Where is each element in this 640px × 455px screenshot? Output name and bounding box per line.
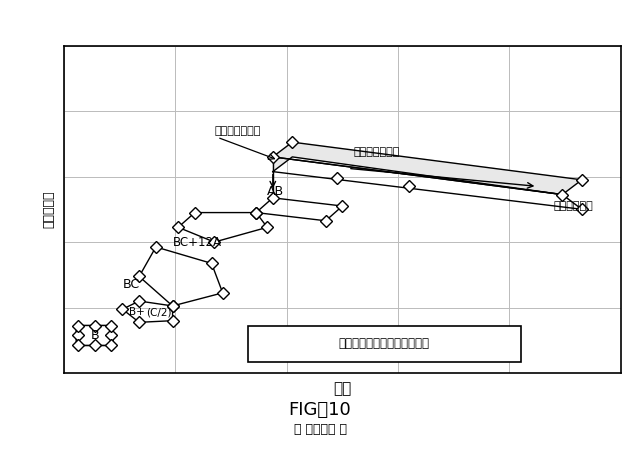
Text: 典型的なＤＬＥステージング: 典型的なＤＬＥステージング: [339, 337, 429, 350]
Text: BC+12A: BC+12A: [173, 236, 221, 248]
Text: 完全なブリード: 完全なブリード: [214, 126, 260, 136]
X-axis label: 出力: 出力: [333, 381, 351, 396]
Y-axis label: 燃焼器温度: 燃焼器温度: [43, 191, 56, 228]
Text: ブリードなし: ブリードなし: [554, 201, 594, 211]
Text: FIG．10: FIG．10: [289, 400, 351, 419]
Bar: [248, 326, 520, 362]
Text: B+: B+: [129, 308, 144, 318]
Text: (C/2): (C/2): [146, 308, 172, 318]
Text: ブリードの増加: ブリードの増加: [353, 147, 400, 157]
FancyBboxPatch shape: [76, 325, 113, 345]
Text: BC: BC: [122, 278, 140, 291]
Text: B: B: [90, 329, 99, 342]
Polygon shape: [273, 142, 582, 209]
Text: AB: AB: [268, 185, 284, 198]
Text: （ 従来技術 ）: （ 従来技術 ）: [294, 424, 346, 436]
